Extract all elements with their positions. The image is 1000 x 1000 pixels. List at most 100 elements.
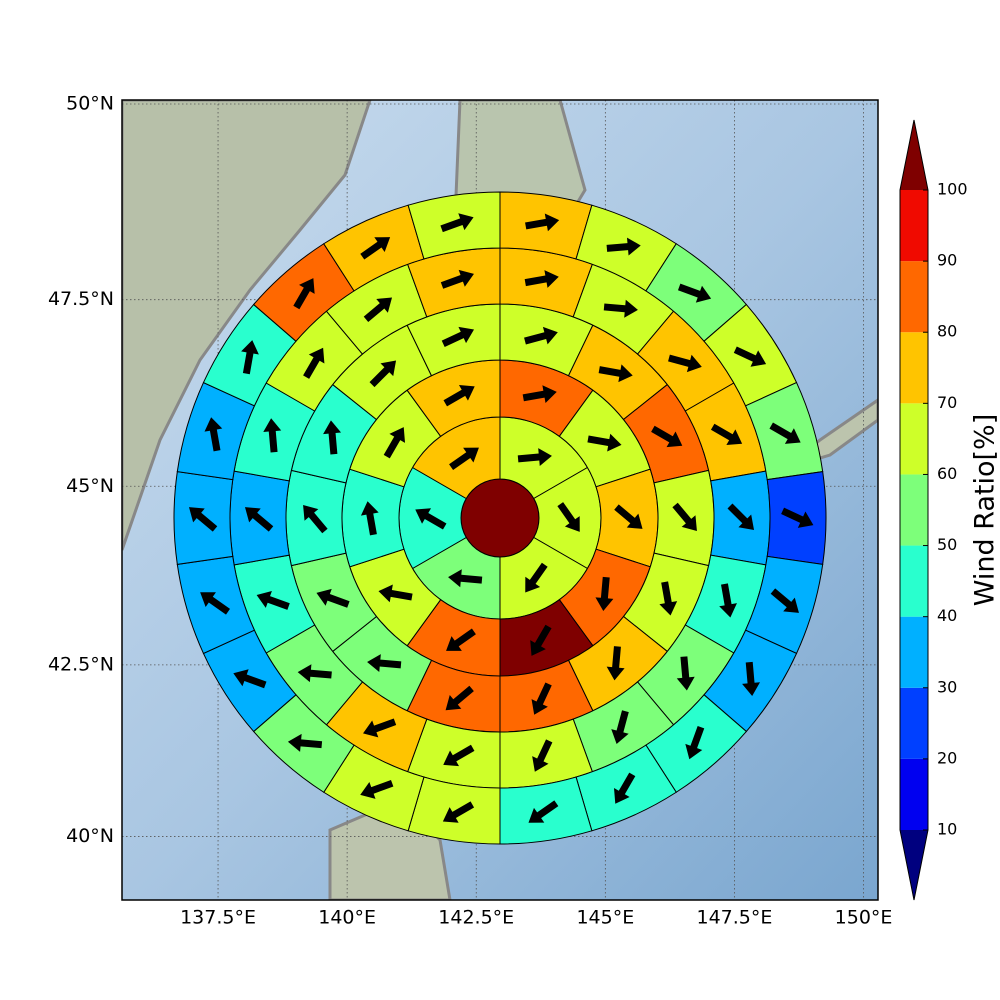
- wind-arrow: [685, 726, 705, 760]
- wind-arrow: [303, 504, 328, 534]
- wind-arrow: [530, 624, 552, 656]
- wind-arrow: [367, 654, 402, 673]
- y-tick-label: 40°N: [66, 825, 114, 847]
- wind-arrow: [557, 502, 580, 532]
- colorbar-tick-label: 40: [937, 606, 957, 625]
- colorbar-bin: [900, 474, 928, 546]
- wind-arrow: [525, 562, 548, 593]
- y-tick-label: 42.5°N: [48, 653, 114, 675]
- wind-arrow: [525, 213, 560, 232]
- colorbar-extend-low: [900, 830, 928, 900]
- wind-arrow: [204, 417, 223, 452]
- wind-arrow: [443, 744, 475, 767]
- colorbar-bin: [900, 545, 928, 617]
- wind-arrow: [595, 576, 614, 612]
- wind-arrow: [256, 590, 290, 610]
- land-mainland: [122, 100, 372, 551]
- colorbar-label: Wind Ratio[%]: [970, 414, 1000, 606]
- wind-arrow: [769, 422, 801, 444]
- wind-arrow: [770, 588, 799, 613]
- y-tick-label: 47.5°N: [48, 288, 114, 310]
- y-tick-label: 50°N: [66, 93, 114, 115]
- wind-arrow: [263, 418, 282, 453]
- wind-arrow: [297, 664, 332, 683]
- wind-arrow: [441, 326, 475, 348]
- colorbar: 10 20 30 40 50 60 70 80 90 100: [899, 119, 968, 901]
- wind-arrow: [677, 283, 712, 303]
- wind-arrow: [727, 503, 755, 531]
- wind-arrow: [440, 213, 474, 233]
- wind-arrow: [524, 270, 559, 288]
- wind-arrow: [200, 592, 231, 615]
- wind-arrow: [603, 299, 638, 318]
- wind-arrow: [323, 420, 342, 455]
- wind-arrow: [293, 278, 315, 310]
- wind-arrow: [188, 507, 218, 532]
- wind-arrow: [383, 427, 406, 459]
- x-tick-label: 140°E: [318, 907, 376, 929]
- arrows: [188, 213, 814, 823]
- wind-arrow: [733, 346, 767, 367]
- wind-arrow: [719, 583, 737, 618]
- x-tick-label: 147.5°E: [696, 907, 772, 929]
- wind-arrow: [611, 710, 629, 744]
- wind-arrow: [587, 433, 622, 452]
- colorbar-tick-label: 70: [937, 393, 957, 412]
- x-tick-label: 137.5°E: [180, 907, 256, 929]
- map-frame: [121, 99, 879, 901]
- colorbar-tick-label: 100: [937, 180, 968, 199]
- wind-arrow: [522, 385, 557, 404]
- wind-arrow: [613, 772, 636, 804]
- wind-arrow: [606, 237, 641, 256]
- wind-arrow: [446, 628, 476, 651]
- x-tick-label: 145°E: [576, 907, 634, 929]
- wind-arrow: [532, 739, 553, 772]
- wind-arrow: [233, 669, 267, 689]
- wind-arrow: [672, 502, 697, 532]
- wind-arrow: [614, 504, 643, 529]
- colorbar-tick-label: 60: [937, 464, 957, 483]
- wind-arrow: [445, 685, 474, 711]
- wind-arrow: [303, 347, 325, 379]
- colorbar-tick-label: 80: [937, 322, 957, 341]
- colorbar-extend-high: [900, 120, 928, 190]
- wind-arrow: [442, 801, 475, 823]
- colorbar-bin: [900, 758, 928, 830]
- colorbar-tick-label: 20: [937, 748, 957, 767]
- wind-arrow: [651, 425, 683, 448]
- wind-arrow: [448, 569, 483, 588]
- wind-arrow: [531, 682, 552, 715]
- colorbar-bin: [900, 190, 928, 262]
- axes: 137.5°E 140°E 142.5°E 145°E 147.5°E 150°E 40°N…: [48, 93, 892, 929]
- wind-arrow: [360, 501, 379, 536]
- wind-arrow: [363, 718, 397, 738]
- wind-arrow: [244, 507, 274, 532]
- wind-arrow: [440, 269, 474, 289]
- wind-arrow: [316, 588, 350, 608]
- x-tick-label: 142.5°E: [438, 907, 514, 929]
- colorbar-bin: [900, 403, 928, 475]
- wind-arrow: [360, 779, 394, 799]
- colorbar-bin: [900, 332, 928, 404]
- colorbar-tick-label: 30: [937, 677, 957, 696]
- wind-arrow: [668, 354, 702, 373]
- wind-arrow: [360, 237, 391, 260]
- colorbar-tick-label: 50: [937, 535, 957, 554]
- wind-arrow: [287, 733, 323, 752]
- wind-arrow: [781, 507, 814, 528]
- wind-arrow: [378, 584, 413, 603]
- x-tick-label: 150°E: [835, 907, 893, 929]
- colorbar-bin: [900, 616, 928, 688]
- wind-arrow: [241, 340, 259, 375]
- wind-arrow: [517, 448, 552, 466]
- wind-arrow: [443, 385, 475, 407]
- wind-arrow: [363, 297, 393, 323]
- y-tick-label: 45°N: [66, 475, 114, 497]
- wind-arrow: [606, 646, 625, 681]
- colorbar-bin: [900, 261, 928, 333]
- wind-arrow: [369, 360, 397, 388]
- wind-arrow: [676, 656, 695, 691]
- sectors: [173, 191, 827, 845]
